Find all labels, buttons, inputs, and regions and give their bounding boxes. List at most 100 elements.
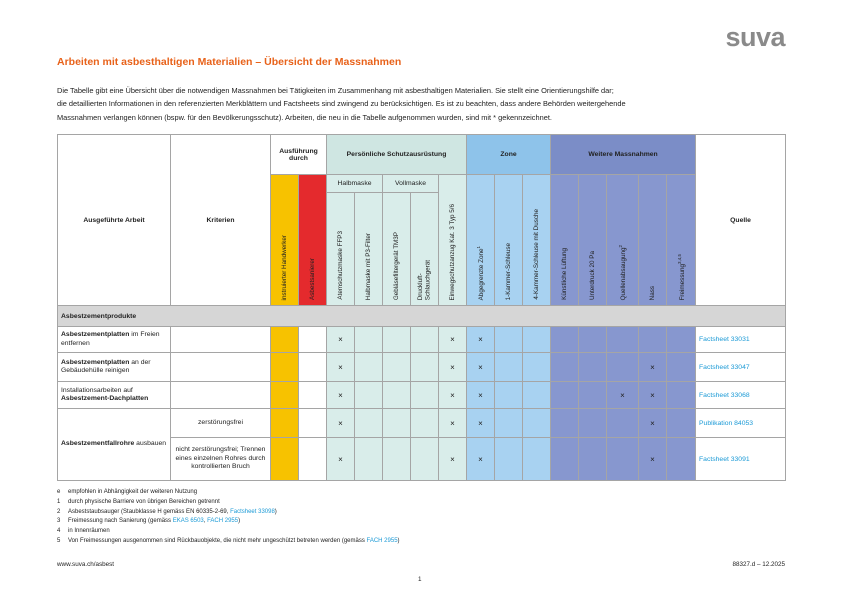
footnote-link[interactable]: EKAS 6503 [172,518,204,525]
group-header: Weitere Massnahmen [550,134,697,175]
source-link[interactable]: Publikation 84053 [695,408,787,438]
measure-cell [354,408,383,438]
vertical-label: Asbestsanierer [309,258,317,305]
measure-cell [522,408,552,438]
column-header: 1-Kammer-Schleuse [494,174,524,306]
measure-mark: × [338,454,343,464]
footnote-text: durch physische Barriere von übrigen Ber… [68,498,220,505]
measure-cell [494,326,524,353]
label-text: Atemschutzmaske FFP3 [336,231,344,300]
group-header: Zone [466,134,552,175]
measure-cell [270,326,299,353]
measure-cell [270,408,299,438]
measure-cell [606,408,640,438]
work-text: im Freien entfernen [61,331,160,347]
label-text: Gebläsefiltergerät TM3P [392,231,400,300]
footnote-text: ) [274,508,277,515]
page-number: 1 [418,576,422,583]
measure-cell [522,352,552,382]
measure-cell: × [326,352,355,382]
measure-cell [666,352,697,382]
measure-cell [522,437,552,481]
source-link[interactable]: Factsheet 33068 [695,381,787,409]
measures-table: Ausgeführte Arbeit Kriterien Ausführung du… [56,134,787,481]
measure-cell: × [326,408,355,438]
title: Arbeiten mit asbesthaltigen Materialien … [57,56,402,68]
measure-cell [382,437,411,481]
section-title: Asbestzementprodukte [56,305,787,327]
measure-mark: × [450,335,455,344]
measure-cell: × [466,381,496,409]
measure-cell [606,352,640,382]
source-link[interactable]: Factsheet 33047 [695,352,787,382]
measure-cell [410,381,439,409]
measure-mark: × [650,454,655,464]
footnote-link[interactable]: FACH 2955 [207,518,239,525]
measure-cell [606,437,640,481]
footer-url[interactable]: www.suva.ch/asbest [57,561,115,568]
footnote-text: Freimessung nach Sanierung (gemäss [68,518,173,525]
footnote: 3 Freimessung nach Sanierung (gemäss EKAS… [57,517,400,527]
footnote: 2 Asbeststaubsauger (Staubklasse H gemäss… [57,508,400,518]
measure-cell [270,381,299,409]
measure-cell [354,326,383,353]
measure-cell: × [326,437,355,481]
measure-mark: × [620,390,625,400]
work-text: Asbestzementfallrohre [61,440,135,448]
measure-cell: × [466,408,496,438]
label-text: Asbestsanierer [308,258,316,300]
intro-line: die detaillierten Informationen in den r… [57,99,626,109]
footnote: 4 in Innenräumen [57,527,400,537]
footnote-link[interactable]: Factsheet 33098 [230,508,275,515]
criterion-cell: zerstörungsfrei [170,408,271,438]
measure-cell [410,352,439,382]
subgroup-header: Vollmaske [382,174,439,193]
footnote-text: Asbeststaubsauger (Staubklasse H gemäss … [68,508,231,515]
vertical-label: Unterdruck 20 Pa [589,251,597,305]
measure-cell [494,381,524,409]
measure-cell [666,437,697,481]
footnote-marker: 1 [57,498,61,505]
measure-cell: × [638,381,668,409]
footnote-link[interactable]: FACH 2955 [366,537,398,544]
measure-cell [494,352,524,382]
measure-mark: × [478,454,483,464]
measure-cell: × [437,352,468,382]
vertical-label: Atemschutzmaske FFP3 [337,231,345,305]
measure-mark: × [450,418,455,428]
group-header: Persönliche Schutzausrüstung [325,134,468,175]
measure-cell [494,437,524,481]
column-header: Ausgeführte Arbeit [57,134,171,306]
measure-cell: × [638,352,668,382]
vertical-label: Abgegrenzte Zone1 [475,246,486,305]
label-text: Nass [648,285,656,300]
measure-mark: × [650,362,655,372]
measure-cell [410,326,439,353]
column-header: Asbestsanierer [298,174,327,306]
column-header: Abgegrenzte Zone1 [466,174,496,306]
column-header: Atemschutzmaske FFP3 [326,192,355,306]
column-header: Nass [638,174,668,306]
footnote-text: , [203,518,208,525]
measure-cell: × [437,408,468,438]
source-link[interactable]: Factsheet 33031 [695,326,787,353]
intro-line: Die Tabelle gibt eine Übersicht über die… [57,86,614,95]
measure-cell: × [638,437,668,481]
measure-cell [638,326,668,353]
measure-cell [382,381,411,409]
column-header: Gebläsefiltergerät TM3P [382,192,411,306]
measure-cell [298,381,327,409]
footnote: e empfohlen in Abhängigkeit der weiteren … [57,488,400,498]
vertical-label: Druckluft- Schlauchgerät [417,260,432,305]
measure-mark: × [338,390,343,400]
measure-cell [354,352,383,382]
source-link[interactable]: Factsheet 33091 [695,437,787,481]
footnote-ref: 3,4,5 [676,253,682,264]
column-header: Quellenabsaugung2 [606,174,640,306]
label-text: Freimessung [678,263,686,300]
footnote-marker: 5 [57,537,61,544]
work-text: Asbestzementplatten [61,358,130,366]
measure-cell: × [606,381,640,409]
criterion-text: nicht zerstörungsfrei; Trennen eines ein… [175,446,266,471]
footnote-marker: e [57,489,61,495]
